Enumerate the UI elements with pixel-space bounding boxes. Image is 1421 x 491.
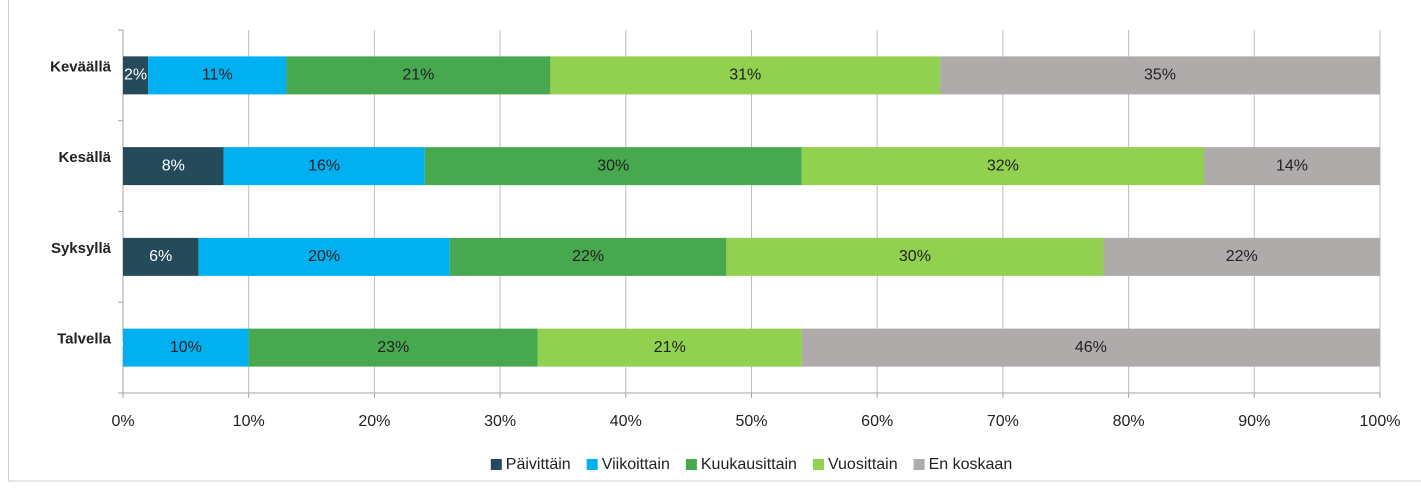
bar-segment (223, 147, 425, 186)
chart-frame (8, 0, 1421, 482)
x-tick-label: 60% (861, 413, 893, 430)
legend-label: Kuukausittain (701, 456, 797, 473)
bar-segment (801, 328, 1380, 367)
bar-segment (1204, 147, 1380, 186)
legend-label: En koskaan (929, 456, 1013, 473)
data-label: 20% (308, 248, 340, 265)
bar-segment (1103, 237, 1380, 276)
bar-segment (248, 328, 538, 367)
x-tick-label: 10% (233, 413, 265, 430)
legend-label: Viikoittain (602, 456, 670, 473)
data-label: 14% (1276, 157, 1308, 174)
data-label: 46% (1075, 339, 1107, 356)
data-label: 23% (377, 339, 409, 356)
legend-label: Päivittäin (506, 456, 571, 473)
x-tick-label: 70% (987, 413, 1019, 430)
data-label: 8% (162, 157, 185, 174)
bar-segment (449, 237, 727, 276)
bar-segment (123, 147, 224, 186)
x-tick-label: 40% (610, 413, 642, 430)
data-label: 2% (124, 67, 147, 84)
legend-swatch (812, 459, 824, 470)
bar-segment (424, 147, 802, 186)
bar-segment (123, 237, 199, 276)
x-tick-label: 100% (1360, 413, 1401, 430)
legend: Päivittäin Viikoittain Kuukausittain Vuosit… (490, 456, 1013, 473)
category-label: Keväällä (50, 58, 112, 75)
x-tick-label: 30% (484, 413, 516, 430)
bar-segment (537, 328, 802, 367)
bar-segment (940, 56, 1380, 95)
bar-segment (801, 147, 1205, 186)
data-label: 10% (170, 339, 202, 356)
bar-segment (286, 56, 551, 95)
x-tick-label: 90% (1238, 413, 1270, 430)
data-label: 32% (987, 157, 1019, 174)
x-tick-label: 20% (358, 413, 390, 430)
x-tick-label: 50% (735, 413, 767, 430)
legend-swatch (913, 459, 925, 470)
category-label: Talvella (57, 331, 112, 348)
bar-segment (123, 56, 149, 95)
legend-label: Vuosittain (828, 456, 898, 473)
bar-segment (550, 56, 941, 95)
legend-swatch (490, 459, 502, 470)
legend-swatch (685, 459, 697, 470)
bar-segment (726, 237, 1104, 276)
data-label: 30% (899, 248, 931, 265)
bar-segment (123, 328, 249, 367)
x-tick-label: 0% (111, 413, 134, 430)
category-label: Syksyllä (51, 240, 112, 257)
x-tick-label: 80% (1113, 413, 1145, 430)
data-label: 16% (308, 157, 340, 174)
data-label: 22% (572, 248, 604, 265)
data-label: 30% (597, 157, 629, 174)
data-label: 11% (202, 67, 233, 84)
data-label: 31% (729, 67, 761, 84)
data-label: 6% (149, 248, 172, 265)
bar-segment (148, 56, 287, 95)
bar-segment (198, 237, 450, 276)
legend-swatch (586, 459, 598, 470)
data-label: 21% (402, 67, 434, 84)
data-label: 22% (1226, 248, 1258, 265)
data-label: 21% (654, 339, 686, 356)
data-label: 35% (1144, 67, 1176, 84)
category-label: Kesällä (58, 149, 111, 166)
